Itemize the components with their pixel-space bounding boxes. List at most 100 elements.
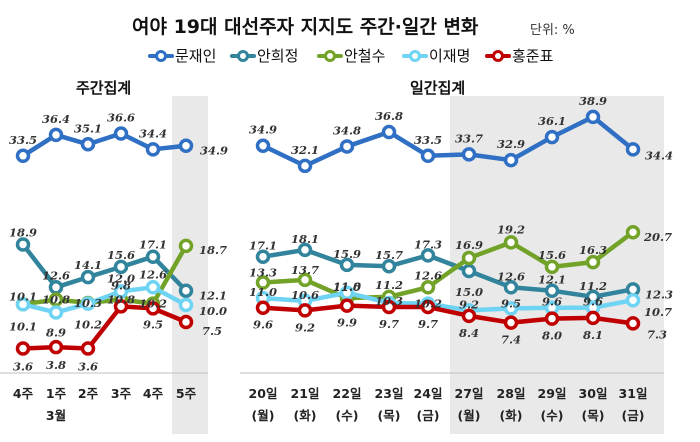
weekly-data-label: 3.8 [46, 358, 66, 372]
daily-data-point [503, 301, 519, 316]
weekly-data-point [145, 142, 161, 157]
daily-data-label: 34.9 [249, 123, 277, 137]
weekly-data-label: 12.1 [199, 289, 227, 303]
series-layer [15, 109, 641, 356]
weekly-data-point [178, 238, 194, 254]
daily-x-tick: 30일 [579, 386, 608, 401]
weekly-data-point [48, 339, 64, 355]
weekly-data-label: 35.1 [74, 121, 102, 135]
daily-data-label: 9.7 [418, 317, 438, 331]
daily-data-label: 9.6 [253, 318, 273, 332]
daily-data-point [255, 300, 271, 315]
daily-data-label: 16.3 [579, 243, 607, 257]
daily-data-point [625, 316, 641, 331]
weekly-data-label: 10.1 [9, 289, 37, 303]
daily-data-label: 12.3 [645, 287, 673, 301]
daily-data-label: 19.2 [497, 222, 525, 236]
weekly-data-label: 7.5 [202, 324, 222, 338]
daily-data-point [544, 259, 560, 275]
daily-data-point [461, 250, 477, 266]
daily-data-point [255, 249, 271, 264]
weekly-data-point [113, 259, 129, 275]
daily-data-point [585, 310, 601, 326]
daily-data-label: 9.2 [295, 320, 315, 334]
daily-x-tick: 24일 [414, 386, 443, 401]
daily-data-label: 11.0 [333, 280, 361, 294]
daily-data-label: 32.9 [497, 137, 525, 151]
weekly-data-point [113, 126, 129, 141]
legend-swatch-marker [237, 50, 249, 62]
weekly-x-tick: 2주 [78, 386, 99, 401]
daily-data-point [461, 308, 477, 324]
weekly-data-label: 33.5 [9, 133, 37, 147]
weekly-month-label: 3월 [46, 408, 66, 423]
daily-data-point [503, 152, 519, 168]
daily-data-label: 13.3 [249, 266, 277, 280]
daily-data-label: 34.8 [333, 123, 361, 137]
daily-data-label: 11.0 [249, 285, 277, 299]
daily-data-label: 33.5 [414, 133, 442, 147]
daily-x-tick: 20일 [249, 386, 278, 401]
daily-data-label: 8.1 [583, 328, 603, 342]
weekly-data-label: 8.9 [46, 325, 66, 339]
daily-weekday-label: (목) [582, 408, 605, 423]
daily-data-label: 11.2 [375, 278, 403, 292]
weekly-data-label: 15.6 [107, 248, 135, 262]
daily-data-label: 15.6 [538, 248, 566, 262]
daily-data-point [625, 142, 641, 157]
daily-data-label: 38.9 [579, 94, 607, 108]
daily-data-label: 8.0 [542, 329, 562, 343]
daily-data-point [625, 224, 641, 240]
daily-data-point [544, 311, 560, 326]
daily-data-point [255, 138, 271, 153]
daily-weekday-label: (수) [336, 408, 359, 423]
daily-data-point [381, 258, 397, 274]
weekly-data-point [80, 137, 96, 152]
legend-item-label: 안희정 [257, 47, 298, 65]
daily-data-point [297, 158, 313, 174]
daily-weekday-label: (월) [458, 408, 481, 423]
weekly-data-label: 10.2 [139, 297, 167, 311]
weekly-data-label: 10.1 [9, 319, 37, 333]
daily-weekday-label: (금) [417, 408, 440, 423]
weekly-data-point [178, 297, 194, 313]
daily-data-point [503, 280, 519, 295]
daily-data-label: 8.4 [459, 326, 479, 340]
weekly-data-point [145, 249, 161, 264]
daily-data-point [544, 283, 560, 298]
daily-data-point [339, 298, 355, 313]
weekly-series-line [20, 242, 189, 293]
daily-data-point [461, 147, 477, 162]
daily-data-label: 7.4 [501, 333, 521, 347]
daily-data-point [585, 109, 601, 125]
daily-data-label: 10.2 [414, 297, 442, 311]
daily-data-point [297, 303, 313, 318]
weekly-data-point [80, 296, 96, 311]
weekly-data-label: 18.7 [199, 243, 227, 257]
daily-data-label: 12.6 [497, 269, 525, 283]
weekly-data-label: 14.1 [74, 258, 102, 272]
daily-x-ticks: 20일 (월) 21일 (화) 22일 (수) 23일 (목) 24일 (금) 27일 (월) 28일 (… [249, 386, 648, 423]
weekly-data-label: 17.1 [139, 238, 167, 252]
daily-data-label: 9.6 [542, 295, 562, 309]
daily-x-tick: 28일 [497, 386, 526, 401]
daily-weekday-label: (화) [500, 408, 523, 423]
weekly-shade [172, 96, 208, 434]
daily-data-label: 11.8 [333, 280, 361, 294]
daily-data-point [339, 257, 355, 273]
daily-data-label: 9.6 [583, 295, 603, 309]
daily-data-point [420, 148, 436, 164]
data-label-layer: 33.5 36.4 35.1 36.6 34.4 34.9 18.9 12.6 14.1 15.6… [9, 94, 673, 374]
daily-weekday-label: (월) [252, 408, 275, 423]
daily-data-point [297, 272, 313, 288]
weekly-x-tick: 4주 [143, 386, 164, 401]
weekly-data-point [15, 341, 31, 356]
weekly-data-label: 18.9 [9, 225, 37, 239]
legend-item-label: 홍준표 [512, 47, 554, 65]
daily-data-label: 17.1 [249, 239, 277, 253]
daily-x-tick: 31일 [619, 386, 648, 401]
daily-series-line [260, 247, 636, 300]
daily-data-point [255, 275, 271, 290]
